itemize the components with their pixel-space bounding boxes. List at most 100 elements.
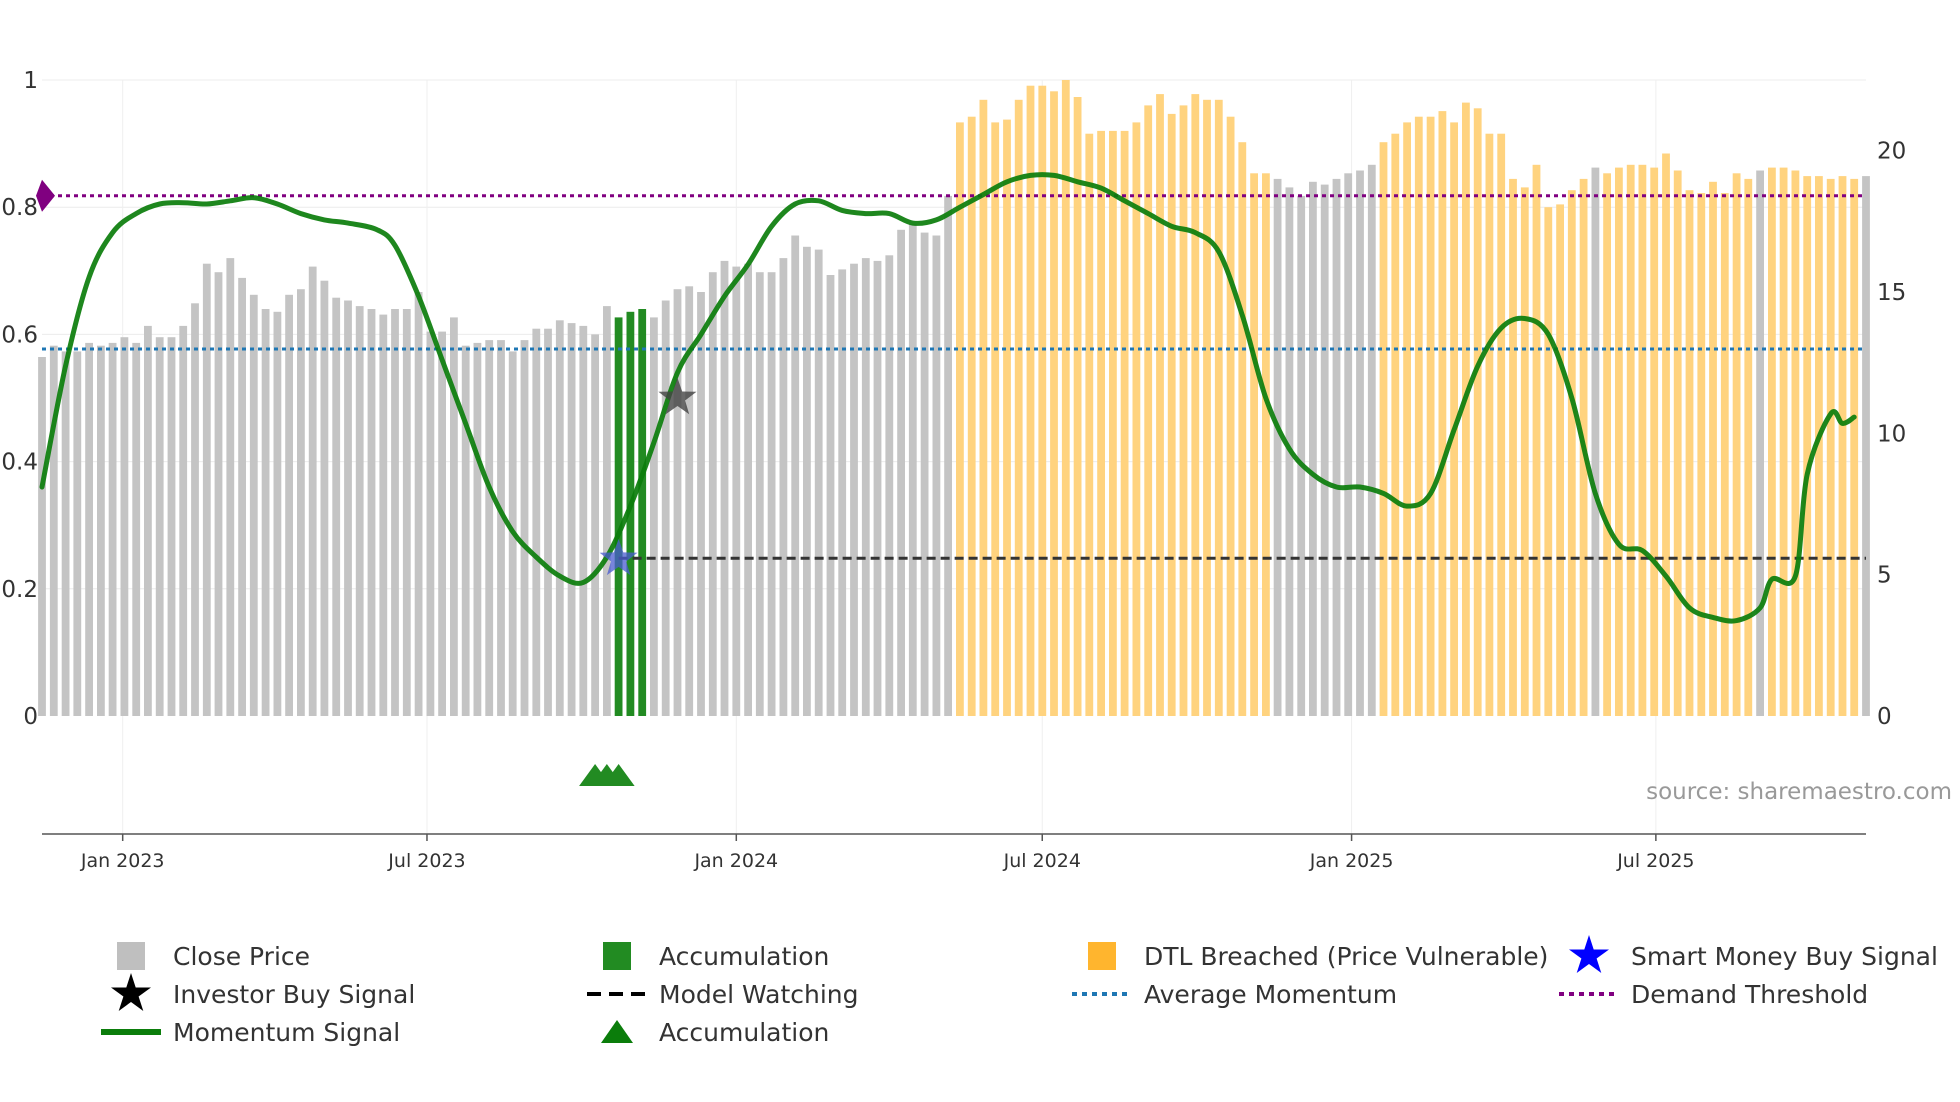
- dtl-breached-bar: [1709, 181, 1717, 717]
- dtl-breached-bar: [1144, 105, 1153, 716]
- dtl-breached-bar: [1673, 170, 1682, 716]
- price-bar: [908, 224, 917, 716]
- signal-markers: [579, 378, 697, 786]
- price-bar: [320, 280, 329, 716]
- chart-legend: Close Price Accumulation DTL Breached (Pri…: [101, 935, 1938, 1047]
- legend-square-icon: [603, 942, 631, 970]
- price-bar: [73, 351, 82, 716]
- dtl-breached-bar: [991, 122, 1000, 716]
- price-bar: [708, 272, 717, 716]
- price-bar: [497, 340, 505, 716]
- left-tick-label: 0.2: [1, 577, 38, 603]
- price-bar: [367, 309, 376, 716]
- price-bar: [379, 314, 388, 716]
- accumulation-triangle: [602, 764, 635, 786]
- dtl-breached-bar: [1156, 94, 1164, 717]
- dtl-breached-bar: [1438, 111, 1447, 717]
- price-bar: [202, 263, 211, 716]
- dtl-breached-bar: [1662, 153, 1670, 716]
- price-bar: [791, 235, 800, 716]
- dtl-breached-bar: [1061, 80, 1070, 716]
- legend-star-icon: [111, 973, 151, 1011]
- price-bar: [191, 303, 199, 716]
- legend-label: Close Price: [173, 942, 310, 971]
- price-bar: [438, 331, 446, 716]
- price-bar: [297, 289, 305, 716]
- price-bar: [603, 306, 611, 716]
- price-bar: [720, 260, 729, 716]
- dtl-breached-bar: [1038, 85, 1047, 716]
- price-bar: [155, 337, 164, 716]
- smart-money-buy-signal-star: [599, 538, 638, 576]
- dtl-breached-bar: [1203, 99, 1211, 717]
- legend-label: DTL Breached (Price Vulnerable): [1144, 942, 1548, 971]
- price-bar: [391, 309, 399, 716]
- dtl-breached-bar: [1473, 108, 1482, 717]
- price-bar: [461, 345, 470, 716]
- dtl-breached-bar: [1815, 176, 1823, 717]
- price-bar: [1344, 173, 1353, 717]
- price-bar: [755, 272, 764, 716]
- legend-label: Average Momentum: [1144, 980, 1397, 1009]
- dtl-breached-bar: [1791, 170, 1800, 716]
- dtl-breached-bar: [1109, 130, 1117, 716]
- legend-label: Momentum Signal: [173, 1018, 400, 1047]
- price-bar: [661, 300, 670, 716]
- price-bar: [544, 328, 552, 716]
- x-tick-label: Jul 2023: [387, 850, 465, 872]
- price-bar: [555, 320, 564, 716]
- dtl-breached-bar: [1426, 116, 1435, 716]
- price-bar: [897, 229, 905, 717]
- x-tick-label: Jan 2025: [1309, 850, 1394, 872]
- price-bar: [1309, 181, 1317, 717]
- dtl-breached-bar: [1520, 187, 1529, 716]
- price-bar: [238, 277, 246, 716]
- price-bar: [85, 342, 93, 716]
- dtl-breached-bar: [1403, 122, 1411, 716]
- dtl-breached-bar: [1779, 167, 1788, 717]
- legend-label: Accumulation: [659, 942, 829, 971]
- dtl-breached-bar: [1567, 190, 1576, 716]
- price-bar: [767, 272, 776, 716]
- demand-threshold-marker: [36, 179, 55, 212]
- dtl-breached-bar: [956, 122, 964, 716]
- dtl-breached-bar: [1626, 164, 1635, 717]
- price-bar: [402, 309, 411, 716]
- dtl-breached-bar: [1720, 193, 1729, 717]
- price-bar: [1367, 164, 1376, 717]
- legend-triangle-icon: [601, 1020, 633, 1043]
- accumulation-bar: [614, 317, 623, 716]
- price-bar: [814, 249, 823, 716]
- price-bar: [473, 342, 482, 716]
- price-bar: [567, 323, 576, 716]
- dtl-breached-bar: [1391, 133, 1400, 716]
- price-bar: [273, 311, 282, 716]
- price-bar: [826, 275, 835, 716]
- price-bar: [732, 266, 741, 716]
- price-bar: [38, 357, 46, 716]
- dtl-breached-bar: [1238, 142, 1247, 716]
- price-bar: [520, 340, 529, 716]
- price-bar: [850, 263, 858, 716]
- price-bar: [144, 325, 152, 716]
- dtl-breached-bar: [1179, 105, 1188, 716]
- dtl-breached-bar: [1838, 176, 1847, 717]
- price-bar: [108, 342, 117, 716]
- price-bar: [214, 272, 223, 716]
- price-bar: [838, 269, 847, 716]
- price-bar: [944, 195, 952, 716]
- momentum-line-layer: [39, 172, 1857, 624]
- price-bar: [49, 345, 58, 716]
- legend-label: Smart Money Buy Signal: [1631, 942, 1938, 971]
- price-bar: [414, 292, 423, 716]
- price-bar: [1297, 195, 1306, 716]
- price-bar: [1332, 178, 1341, 716]
- price-bar: [132, 342, 141, 716]
- price-bar: [261, 309, 270, 716]
- dtl-breached-bar: [1085, 133, 1094, 716]
- legend-label: Investor Buy Signal: [173, 980, 415, 1009]
- source-label: source: sharemaestro.com: [1646, 779, 1952, 805]
- dtl-breached-bar: [1603, 173, 1611, 717]
- dtl-breached-bar: [1450, 122, 1458, 716]
